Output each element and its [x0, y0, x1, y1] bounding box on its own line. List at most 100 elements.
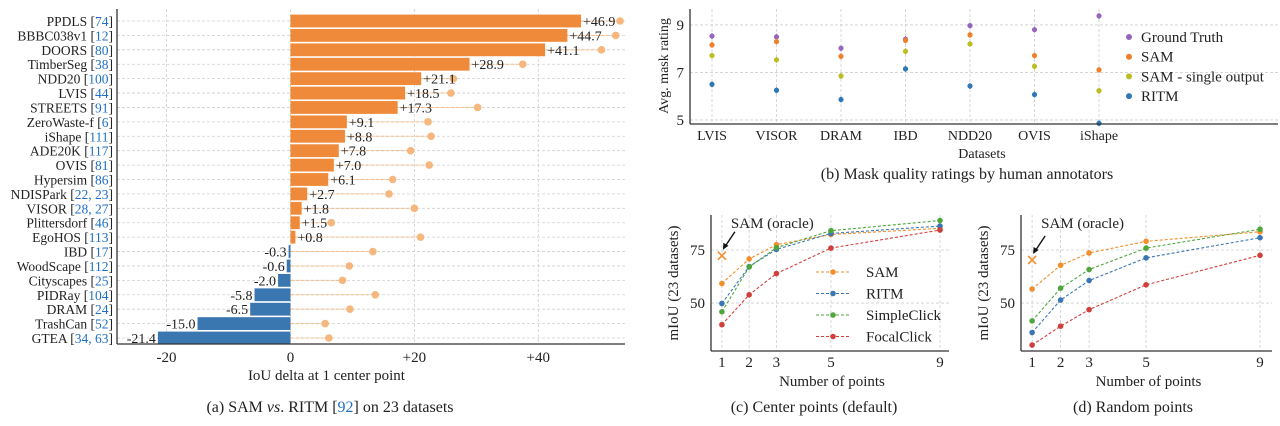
y-tick-label: DRAM [24] — [47, 302, 113, 317]
data-point — [1257, 252, 1263, 259]
bar — [290, 14, 582, 28]
y-tick-label: TrashCan [52] — [35, 317, 113, 332]
oracle-point — [447, 89, 455, 97]
bar — [290, 158, 334, 172]
oracle-point — [611, 31, 620, 40]
bar-value-label: +7.0 — [336, 159, 361, 174]
dataset-ref-close: ] — [109, 57, 114, 72]
data-point — [773, 244, 780, 251]
annotation-arrow — [1034, 235, 1046, 252]
data-point — [902, 37, 909, 43]
dataset-ref-close: ] — [109, 201, 114, 216]
oracle-point — [406, 146, 415, 155]
bar-value-label: +8.8 — [347, 130, 372, 145]
bar — [290, 230, 296, 244]
data-point — [1257, 234, 1263, 241]
data-point — [1057, 285, 1064, 291]
dataset-ref-close: ] — [109, 28, 114, 43]
arrow-head — [1033, 246, 1039, 254]
bar — [286, 259, 291, 273]
dataset-ref: 111 — [89, 129, 108, 144]
annotation-arrow — [724, 231, 736, 248]
dataset-ref: 100 — [88, 72, 109, 87]
oracle-point — [449, 74, 458, 83]
x-tick-label: 0 — [287, 350, 295, 366]
oracle-point — [416, 233, 425, 241]
x-tick-label: 2 — [745, 355, 753, 371]
dataset-name: STREETS [ — [30, 100, 95, 115]
bar — [290, 57, 470, 71]
data-point — [838, 45, 844, 51]
data-point — [719, 280, 725, 287]
dataset-ref-close: ] — [109, 288, 114, 303]
oracle-point — [518, 60, 527, 69]
dataset-name: Plittersdorf [ — [26, 216, 95, 231]
bar-value-label: -6.5 — [226, 303, 248, 318]
data-point — [746, 291, 752, 298]
dataset-ref: 12 — [95, 28, 109, 43]
oracle-marker — [717, 251, 727, 261]
caption-a-ref[interactable]: 92 — [337, 399, 354, 416]
x-tick-label: +20 — [403, 350, 426, 366]
dataset-ref-close: ] — [109, 115, 114, 130]
data-point — [1029, 286, 1035, 292]
dataset-ref-close: ] — [109, 216, 114, 231]
data-point — [1143, 245, 1149, 251]
legend-label: RITM — [1141, 89, 1179, 105]
y-tick-label: LVIS [44] — [58, 86, 113, 101]
x-tick-label: 1 — [1028, 355, 1036, 371]
oracle-point — [346, 305, 354, 313]
caption-a-suffix: ] on 23 datasets — [353, 399, 454, 416]
dataset-name: WoodScape [ — [17, 259, 90, 274]
bar-value-label: +17.3 — [400, 101, 432, 116]
data-point — [1086, 306, 1092, 313]
y-tick-label: STREETS [91] — [30, 100, 113, 115]
dataset-ref: 28, 27 — [75, 201, 109, 216]
dataset-ref-close: ] — [109, 14, 114, 29]
dataset-ref-close: ] — [109, 245, 114, 260]
oracle-point — [325, 334, 333, 342]
data-point — [1031, 63, 1038, 69]
dataset-ref-close: ] — [109, 187, 114, 202]
data-point — [1143, 255, 1149, 261]
dataset-name: OVIS [ — [56, 158, 96, 173]
x-tick-label: 9 — [1256, 355, 1264, 371]
x-tick-label: LVIS — [697, 129, 727, 144]
dataset-name: EgoHOS [ — [32, 230, 89, 245]
data-point — [967, 83, 973, 89]
dataset-name: TrashCan [ — [35, 317, 95, 332]
x-tick-label: DRAM — [820, 129, 863, 144]
dataset-ref: 38 — [95, 57, 109, 72]
x-tick-label: -20 — [157, 350, 177, 366]
series-line — [721, 225, 941, 304]
dataset-ref: 52 — [95, 317, 109, 332]
dataset-name: DOORS [ — [41, 43, 95, 58]
data-point — [937, 223, 943, 229]
data-point — [709, 81, 715, 87]
data-point — [773, 57, 780, 63]
data-point — [1086, 250, 1092, 256]
dataset-ref: 25 — [95, 273, 109, 288]
data-point — [709, 33, 715, 39]
oracle-point — [385, 190, 393, 198]
y-axis-label: mIoU (23 datasets) — [666, 226, 682, 341]
x-tick-label: 3 — [1085, 355, 1093, 371]
bar — [290, 201, 302, 215]
data-point — [719, 308, 725, 315]
legend-marker — [830, 290, 836, 297]
oracle-point — [388, 175, 397, 184]
dataset-ref: 86 — [95, 173, 109, 188]
dataset-name: NDISPark [ — [11, 187, 76, 202]
dataset-ref: 112 — [89, 259, 109, 274]
data-point — [902, 66, 909, 72]
x-tick-label: VISOR — [755, 129, 798, 144]
dataset-ref-close: ] — [109, 43, 114, 58]
y-tick-label: OVIS [81] — [56, 158, 113, 173]
bar-value-label: +21.1 — [423, 73, 455, 88]
data-point — [1086, 266, 1092, 273]
legend-label: SimpleClick — [866, 308, 942, 324]
bar — [290, 129, 345, 143]
y-tick-label: Hypersim [86] — [34, 173, 113, 188]
data-point — [773, 34, 780, 40]
